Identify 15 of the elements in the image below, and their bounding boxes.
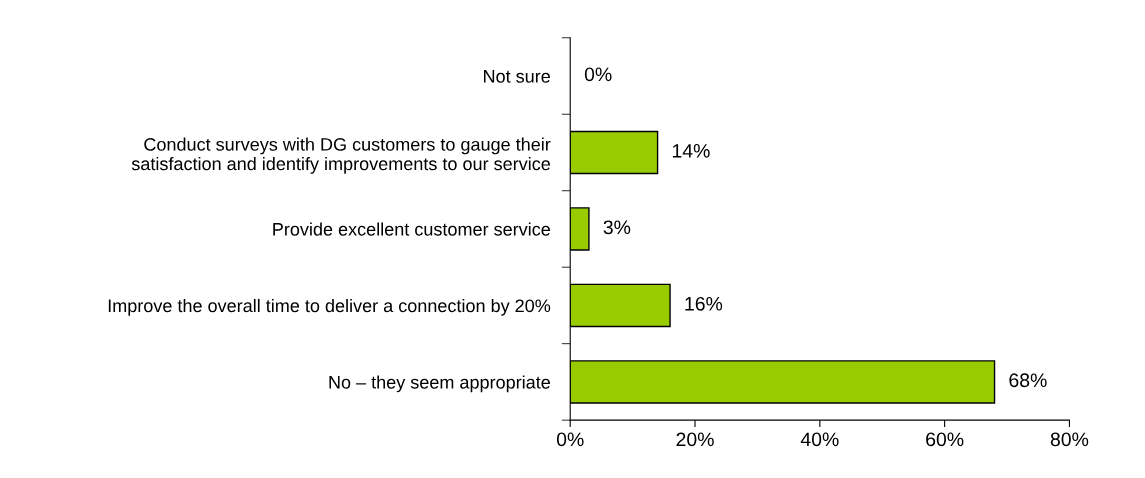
data-label: 68% xyxy=(1009,373,1047,388)
y-tick-label: No – they seem appropriate xyxy=(329,375,550,393)
data-label: 14% xyxy=(672,144,710,158)
x-tick-label: 0% xyxy=(556,432,584,447)
x-tick-label: 40% xyxy=(800,432,839,447)
data-label: 16% xyxy=(685,296,723,311)
data-label: 0% xyxy=(584,67,612,82)
data-label: 3% xyxy=(603,220,631,235)
x-tick-label: 80% xyxy=(1050,432,1089,447)
x-tick-label: 60% xyxy=(926,432,964,447)
y-tick-label: Improve the overall time to deliver a connection by 20% xyxy=(108,298,551,316)
x-tick-label: 20% xyxy=(676,432,714,447)
y-tick-label: Provide excellent customer service xyxy=(273,222,550,236)
y-tick-label: Conduct surveys with DG customers to gauge their satisfaction and identify improvements to our service xyxy=(131,137,551,174)
y-tick-label: Not sure xyxy=(484,70,550,83)
